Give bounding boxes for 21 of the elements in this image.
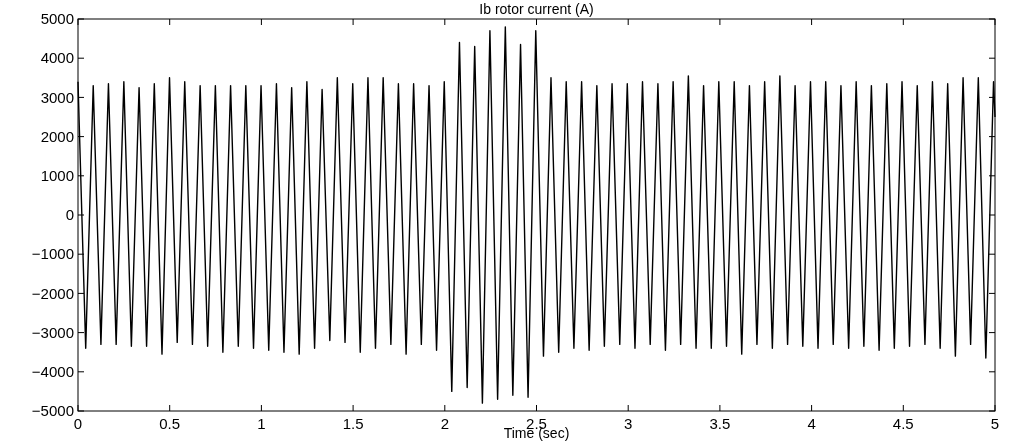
y-tick-label: 5000 [40, 10, 74, 28]
y-tick-label: 4000 [40, 49, 74, 67]
y-tick-label: 2000 [40, 127, 74, 145]
x-tick-label: 0.5 [159, 415, 181, 432]
x-tick-label: 3.5 [709, 415, 731, 432]
y-tick-label: −3000 [31, 323, 74, 341]
x-tick-label: 3 [624, 415, 633, 432]
x-tick-label: 2 [440, 415, 449, 432]
chart-title: Ib rotor current (A) [479, 1, 594, 17]
x-tick-label: 4 [807, 415, 816, 432]
y-tick-label: −2000 [31, 284, 74, 302]
y-tick-label: −5000 [31, 402, 74, 420]
y-tick-label: 1000 [40, 167, 74, 185]
x-tick-label: 4.5 [892, 415, 914, 432]
y-tick-label: 3000 [40, 88, 74, 106]
y-tick-label: −4000 [31, 363, 74, 381]
x-tick-label: 1 [257, 415, 266, 432]
y-tick-label: −1000 [31, 245, 74, 263]
x-tick-label: 1.5 [342, 415, 364, 432]
x-tick-label: 5 [990, 415, 1000, 432]
y-tick-label: 0 [65, 206, 74, 224]
